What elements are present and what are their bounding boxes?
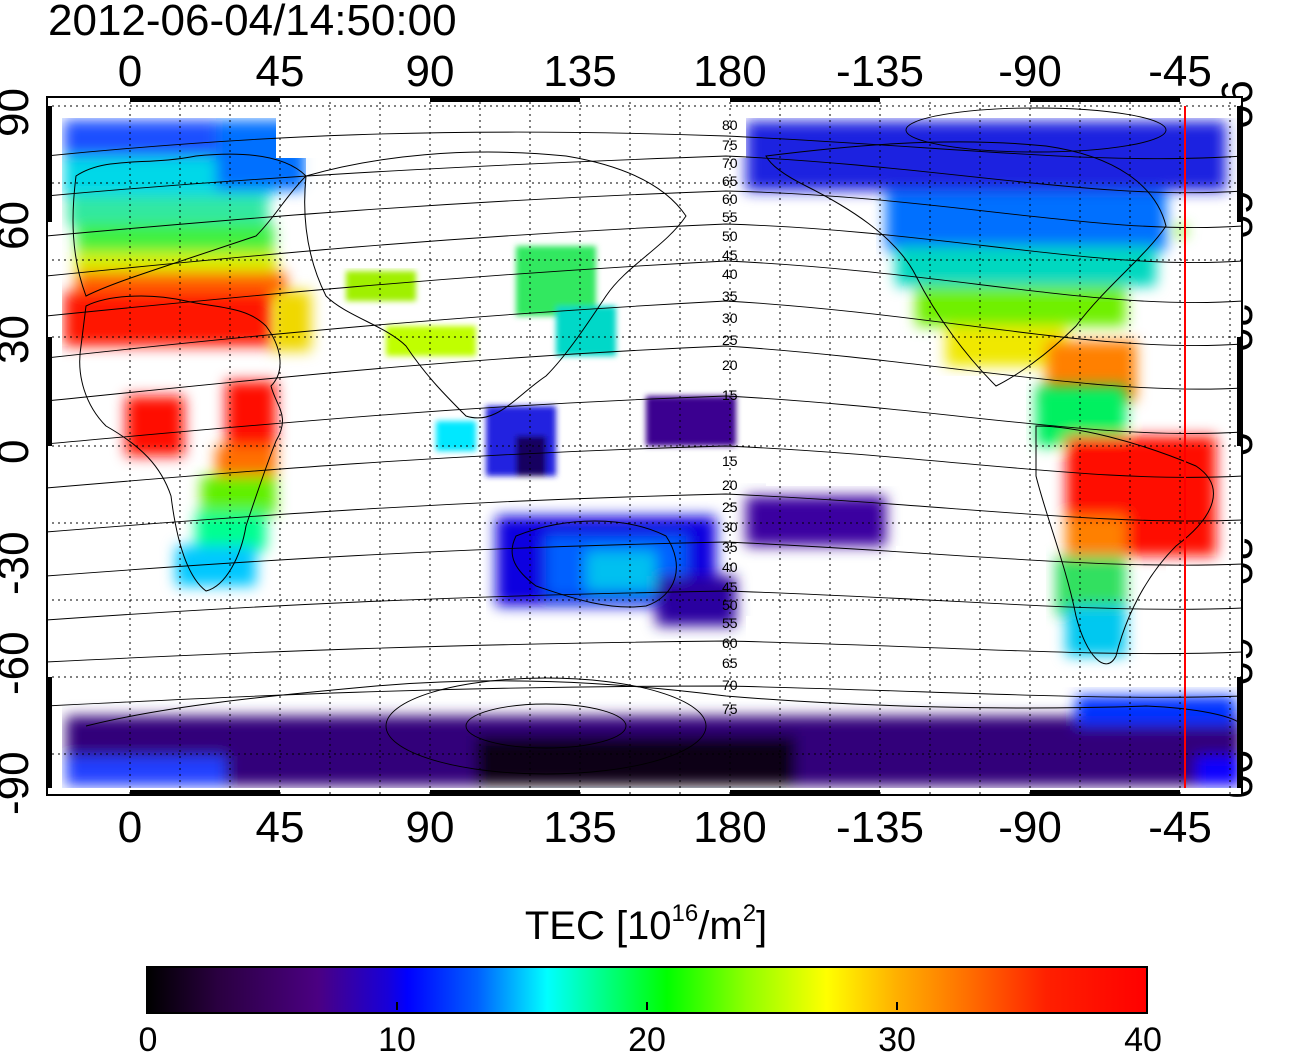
colorbar-tick: 40 — [1124, 1021, 1162, 1059]
tick-bars — [46, 96, 1243, 796]
tec-data-layer — [64, 120, 1241, 786]
north-america-outline — [765, 141, 1167, 387]
top-lon-tick: -45 — [1148, 47, 1212, 96]
contour-label: 75 — [722, 701, 738, 717]
asia-outline — [304, 151, 687, 419]
colorbar-mark — [896, 1002, 898, 1010]
bottom-lon-tick: 135 — [543, 803, 617, 852]
contour-label: 25 — [722, 499, 738, 515]
colorbar-title-unit: /m — [698, 904, 743, 948]
colorbar-tick: 10 — [378, 1021, 416, 1059]
contour-label: 20 — [722, 477, 738, 493]
contour-labels: 80 75 70 65 60 55 50 45 40 35 30 25 20 1… — [722, 117, 738, 717]
antarctica-outline — [85, 680, 1243, 727]
colorbar-title-suffix: ] — [756, 904, 768, 948]
contour-label: 25 — [722, 332, 738, 348]
contour-label: 75 — [722, 137, 738, 153]
bottom-lon-tick: 45 — [255, 803, 305, 852]
contour-label: 35 — [722, 539, 738, 555]
contour-label: 30 — [722, 310, 738, 326]
colorbar-title-unit-exponent: 2 — [742, 900, 757, 927]
bottom-lon-tick: -45 — [1148, 803, 1212, 852]
contour-label: 50 — [722, 228, 738, 244]
left-lat-tick: 60 — [0, 201, 38, 250]
left-lat-tick: -30 — [0, 531, 38, 595]
contour-label: 60 — [722, 635, 738, 651]
colorbar-title-prefix: TEC [10 — [524, 904, 672, 948]
contour-label: 60 — [722, 191, 738, 207]
colorbar-tick: 20 — [628, 1021, 666, 1059]
contour-label: 45 — [722, 247, 738, 263]
colorbar-mark — [646, 1002, 648, 1010]
top-lon-tick: 0 — [117, 47, 143, 96]
bottom-lon-tick: 90 — [405, 803, 455, 852]
top-lon-tick: 180 — [693, 47, 767, 96]
magnetic-latitude-contours — [46, 107, 1243, 775]
left-lat-tick: 0 — [0, 440, 38, 464]
top-lon-tick: -135 — [835, 47, 925, 96]
europe-outline — [72, 153, 307, 297]
contour-label: 55 — [722, 209, 738, 225]
contour-label: 35 — [722, 288, 738, 304]
contour-label: 50 — [722, 597, 738, 613]
contour-label: 65 — [722, 173, 738, 189]
bottom-lon-tick: -90 — [998, 803, 1062, 852]
top-lon-tick: 90 — [405, 47, 455, 96]
colorbar-title: TEC [1016/m2] — [0, 902, 1292, 949]
coastlines — [72, 141, 1243, 727]
colorbar-tick: 30 — [878, 1021, 916, 1059]
contour-label: 15 — [722, 387, 738, 403]
contour-label: 40 — [722, 266, 738, 282]
contour-label: 45 — [722, 579, 738, 595]
contour-label: 70 — [722, 677, 738, 693]
top-lon-tick: 45 — [255, 47, 305, 96]
top-lon-tick: -90 — [998, 47, 1062, 96]
bottom-lon-tick: 0 — [117, 803, 143, 852]
contour-label: 30 — [722, 519, 738, 535]
timestamp-title: 2012-06-04/14:50:00 — [48, 0, 457, 45]
no-data-mask — [46, 96, 1243, 796]
bottom-lon-tick: -135 — [835, 803, 925, 852]
africa-outline — [79, 295, 283, 592]
south-america-outline — [1035, 425, 1214, 665]
contour-label: 70 — [722, 155, 738, 171]
bottom-lon-tick: 180 — [693, 803, 767, 852]
contour-label: 20 — [722, 357, 738, 373]
top-lon-tick: 135 — [543, 47, 617, 96]
tec-map: 80 75 70 65 60 55 50 45 40 35 30 25 20 1… — [46, 96, 1243, 796]
contour-label: 65 — [722, 655, 738, 671]
contour-label: 15 — [722, 453, 738, 469]
colorbar-mark — [396, 1002, 398, 1010]
contour-label: 80 — [722, 117, 738, 133]
left-lat-tick: -90 — [0, 751, 38, 815]
left-lat-tick: 90 — [0, 88, 38, 137]
contour-label: 55 — [722, 615, 738, 631]
colorbar-title-exponent: 16 — [671, 900, 699, 927]
left-lat-tick: -60 — [0, 631, 38, 695]
colorbar-tick: 0 — [138, 1021, 158, 1059]
australia-outline — [511, 520, 677, 608]
left-lat-tick: 30 — [0, 315, 38, 364]
contour-label: 40 — [722, 559, 738, 575]
